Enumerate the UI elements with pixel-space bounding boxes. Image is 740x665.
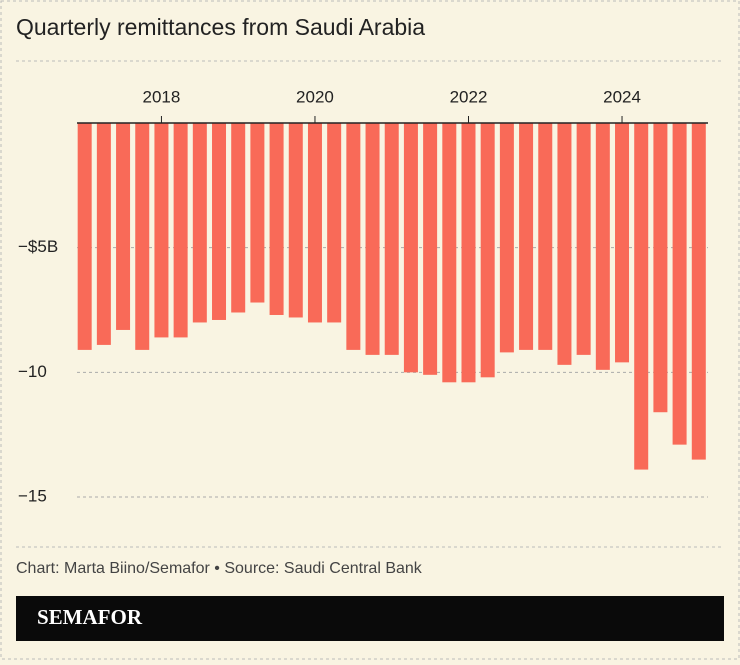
chart-title: Quarterly remittances from Saudi Arabia bbox=[16, 14, 425, 40]
x-tick-label: 2018 bbox=[143, 87, 181, 106]
bar bbox=[365, 123, 380, 355]
bar bbox=[461, 123, 476, 383]
bar bbox=[499, 123, 514, 353]
bar bbox=[96, 123, 111, 345]
bar bbox=[116, 123, 131, 330]
bar bbox=[423, 123, 438, 375]
brand-bar bbox=[16, 596, 724, 641]
bar bbox=[595, 123, 610, 370]
bar bbox=[192, 123, 207, 323]
bar bbox=[634, 123, 649, 470]
footer: Chart: Marta Biino/Semafor • Source: Sau… bbox=[16, 560, 423, 577]
bar bbox=[615, 123, 630, 363]
bar bbox=[672, 123, 687, 445]
bar bbox=[557, 123, 572, 365]
bar bbox=[269, 123, 284, 315]
x-tick-label: 2024 bbox=[603, 87, 641, 106]
x-tick-label: 2020 bbox=[296, 87, 334, 106]
bar bbox=[327, 123, 342, 323]
bar bbox=[288, 123, 303, 318]
bar bbox=[384, 123, 399, 355]
bar bbox=[77, 123, 92, 350]
bar bbox=[442, 123, 457, 383]
bar bbox=[212, 123, 227, 320]
x-tick-label: 2022 bbox=[450, 87, 488, 106]
bar bbox=[403, 123, 418, 373]
bar bbox=[307, 123, 322, 323]
y-tick-label: −$5B bbox=[18, 237, 58, 256]
bar bbox=[653, 123, 668, 413]
bar bbox=[231, 123, 246, 313]
bar bbox=[538, 123, 553, 350]
y-tick-label: −10 bbox=[18, 362, 47, 381]
bar bbox=[519, 123, 534, 350]
bar bbox=[480, 123, 495, 378]
y-tick-label: −15 bbox=[18, 486, 47, 505]
bar bbox=[154, 123, 169, 338]
bar bbox=[250, 123, 265, 303]
bar bbox=[576, 123, 591, 355]
bar bbox=[173, 123, 188, 338]
bar bbox=[691, 123, 706, 460]
bar bbox=[135, 123, 150, 350]
bar bbox=[346, 123, 361, 350]
brand: SEMAFOR bbox=[37, 605, 143, 629]
